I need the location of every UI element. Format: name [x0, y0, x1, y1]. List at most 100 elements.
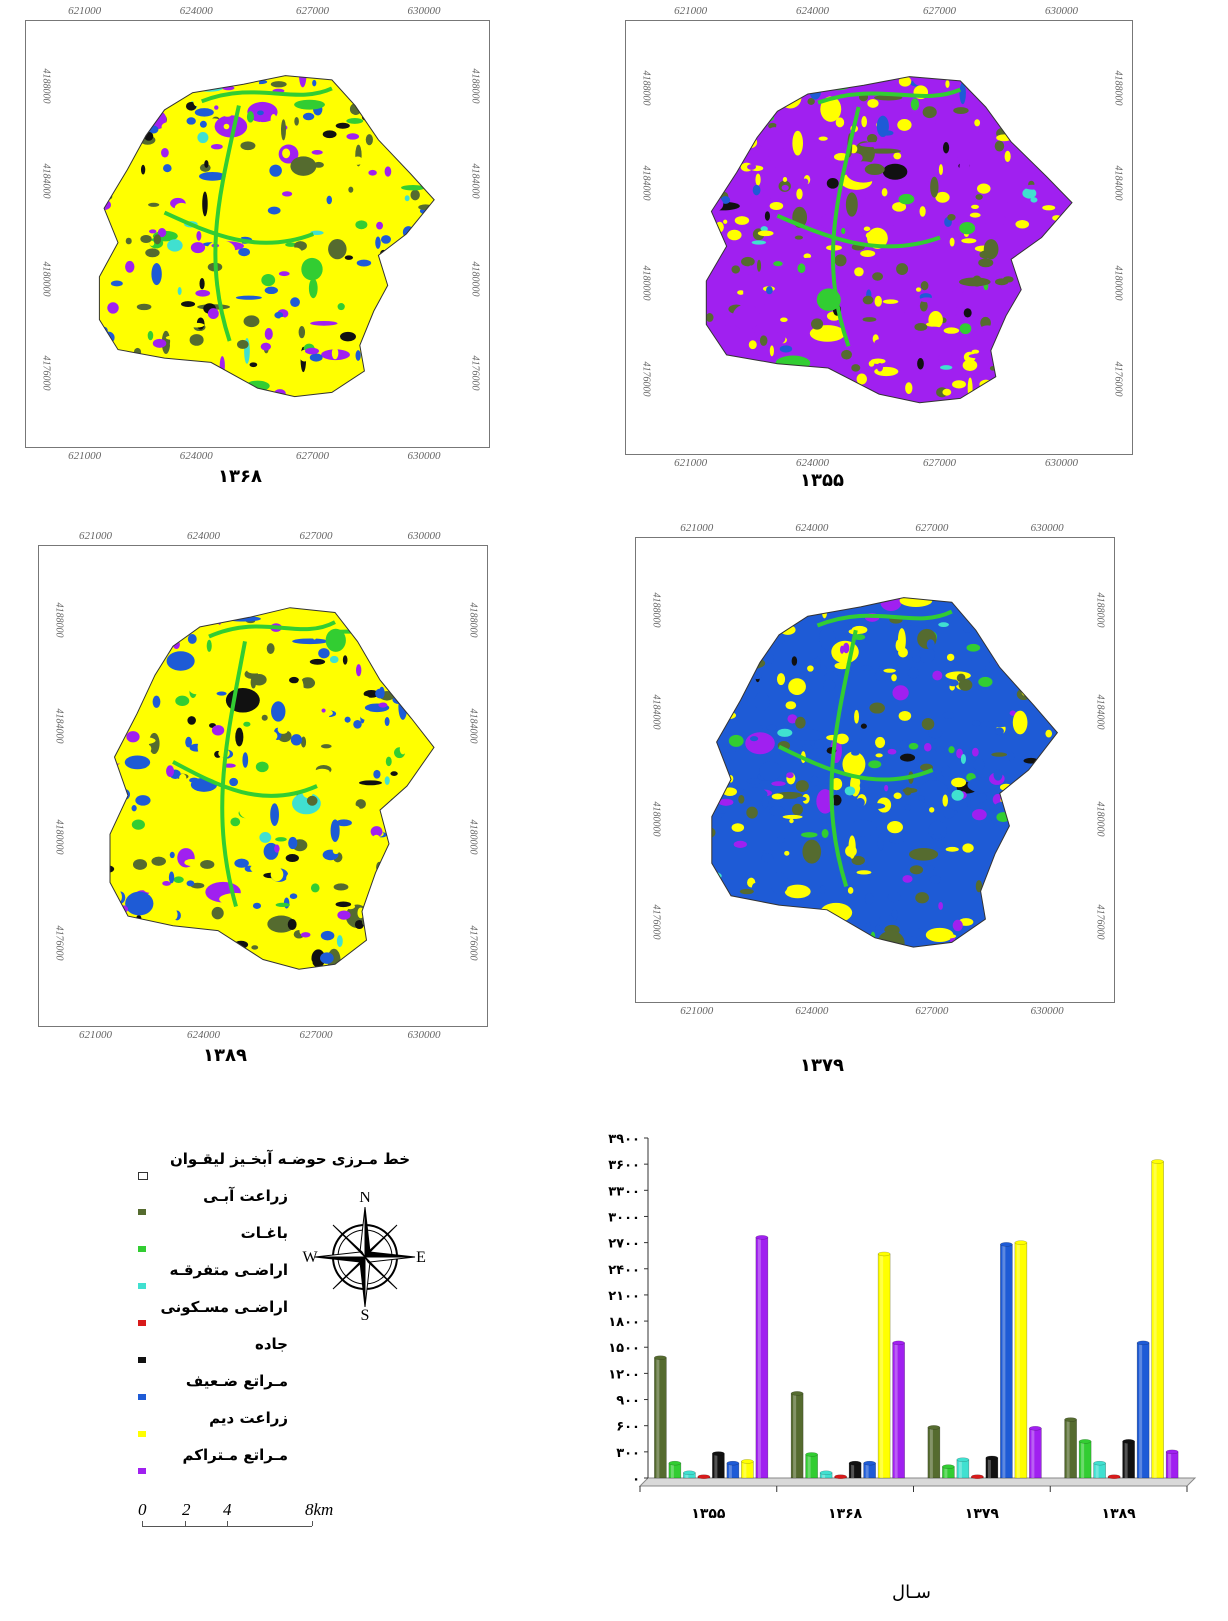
bar-highlight [929, 1427, 933, 1478]
bar-highlight [670, 1463, 674, 1478]
bar [1000, 1244, 1013, 1479]
bar-cap [819, 1470, 833, 1476]
x-tick-top: 621000 [680, 522, 714, 534]
bar [654, 1357, 667, 1479]
map-caption: ۱۳۸۹ [203, 1045, 247, 1066]
y-tick-label: ۲۱۰۰ [608, 1289, 640, 1304]
scale-tick-8 [312, 1521, 313, 1526]
map-caption: ۱۳۵۵ [800, 470, 844, 491]
x-tick-label: ۱۳۵۵ [691, 1506, 726, 1522]
bar-highlight [728, 1463, 732, 1478]
bar-highlight [1153, 1161, 1157, 1478]
legend-item: جاده [110, 1335, 410, 1365]
bar-highlight [851, 1463, 855, 1478]
land-use-map [98, 75, 435, 398]
x-tick-bottom: 627000 [299, 1029, 333, 1041]
chart-floor [638, 1477, 1197, 1487]
x-tick-bottom: 624000 [796, 457, 830, 469]
bar-highlight [1016, 1242, 1020, 1478]
compass-w: W [302, 1249, 318, 1266]
x-tick-bottom: 630000 [1030, 1005, 1064, 1017]
bar [1122, 1441, 1135, 1479]
bar [927, 1427, 941, 1479]
scale-label-8: 8km [305, 1500, 334, 1519]
bar-cap [1064, 1417, 1077, 1422]
scale-tick-2 [185, 1521, 186, 1526]
x-tick-top: 627000 [295, 5, 329, 17]
bar-highlight [757, 1237, 761, 1478]
bar-cap [755, 1235, 769, 1240]
scale-tick-0 [142, 1521, 143, 1526]
bar-cap [1151, 1159, 1164, 1164]
x-tick-label: ۱۳۷۹ [965, 1506, 1000, 1522]
x-tick-bottom: 627000 [295, 450, 329, 462]
map-caption: ۱۳۶۸ [218, 466, 262, 487]
compass-rose-icon: N S W E [302, 1192, 425, 1322]
legend-swatch [138, 1468, 146, 1474]
bar-highlight [880, 1253, 884, 1478]
bar-cap [712, 1451, 725, 1456]
bar-cap [654, 1355, 667, 1360]
scale-label-0: 0 [138, 1500, 147, 1519]
legend-label: مـراتع ضـعیف [185, 1372, 288, 1390]
bar-cap [848, 1460, 862, 1466]
legend-swatch [138, 1394, 146, 1400]
legend-item: باغـات [110, 1224, 410, 1254]
bar [877, 1253, 891, 1479]
x-tick-bottom: 627000 [923, 457, 957, 469]
y-tick-label: ۳۰۰۰ [608, 1210, 640, 1225]
bar-highlight [1066, 1419, 1070, 1478]
x-tick-top: 630000 [1044, 5, 1078, 17]
y-tick-label: ۳۶۰۰ [608, 1158, 640, 1173]
y-tick-label: ۲۷۰۰ [608, 1237, 640, 1252]
bar-cap [877, 1251, 891, 1257]
y-tick-label: ۶۰۰ [616, 1420, 640, 1435]
legend-swatch [138, 1320, 146, 1326]
bar-cap [1000, 1242, 1013, 1247]
bar-highlight [1139, 1342, 1143, 1478]
bar-cap [927, 1425, 941, 1430]
bar-cap [1107, 1474, 1121, 1479]
x-axis-label: سـال [892, 1582, 931, 1603]
scale-bar: 0 2 4 8km [138, 1500, 360, 1530]
y-tick-label: ۱۲۰۰ [608, 1367, 640, 1382]
bar-cap [942, 1464, 955, 1469]
bar-highlight [1168, 1451, 1172, 1478]
legend: خط مـرزی حوضـه آبخـیز لیقـوان زراعت آبـی ب… [110, 1150, 426, 1550]
x-tick-top: 627000 [923, 5, 957, 17]
legend-item: مـراتع مـتراکم [110, 1446, 410, 1476]
bar-cap [971, 1474, 984, 1479]
bar-highlight [714, 1453, 718, 1478]
bar [755, 1237, 769, 1479]
bar-cap [1029, 1426, 1042, 1431]
bar-cap [1122, 1439, 1135, 1444]
bar [956, 1459, 970, 1479]
x-tick-bottom: 621000 [680, 1005, 714, 1017]
bar-cap [956, 1457, 970, 1462]
bar [1165, 1451, 1179, 1479]
x-tick-bottom: 624000 [187, 1029, 220, 1041]
bar-highlight [656, 1357, 660, 1478]
x-tick-bottom: 624000 [795, 1005, 829, 1017]
land-use-bar-chart: ۰ ۳۰۰ ۶۰۰ ۹۰۰ ۱۲۰۰ ۱۵۰۰ ۱۸۰۰ ۲۱۰۰ ۲۴۰۰ ۲۷۰۰ ۳۰۰۰ ۳۳… [608, 1132, 1197, 1603]
land-use-map [705, 76, 1073, 404]
x-tick-bottom: 621000 [79, 1029, 112, 1041]
bar-highlight [1002, 1244, 1006, 1478]
x-tick-bottom: 621000 [68, 450, 102, 462]
bar-highlight [822, 1472, 826, 1478]
y-tick-label: ۳۰۰ [616, 1446, 640, 1461]
legend-swatch [138, 1172, 148, 1180]
y-tick-label: ۳۹۰۰ [608, 1132, 640, 1147]
bar-highlight [1031, 1428, 1035, 1478]
bar-highlight [987, 1457, 991, 1478]
bar-highlight [807, 1454, 811, 1478]
legend-label: مـراتع مـتراکم [182, 1446, 288, 1464]
legend-label: باغـات [240, 1224, 288, 1242]
bar-highlight [865, 1463, 869, 1478]
legend-item: مـراتع ضـعیف [110, 1372, 410, 1402]
legend-label: اراضـی متفرقـه [169, 1261, 288, 1279]
bar-cap [863, 1460, 876, 1466]
x-tick-label: ۱۳۸۹ [1102, 1506, 1137, 1522]
legend-item: خط مـرزی حوضـه آبخـیز لیقـوان [110, 1150, 410, 1180]
bar-highlight [743, 1461, 747, 1478]
